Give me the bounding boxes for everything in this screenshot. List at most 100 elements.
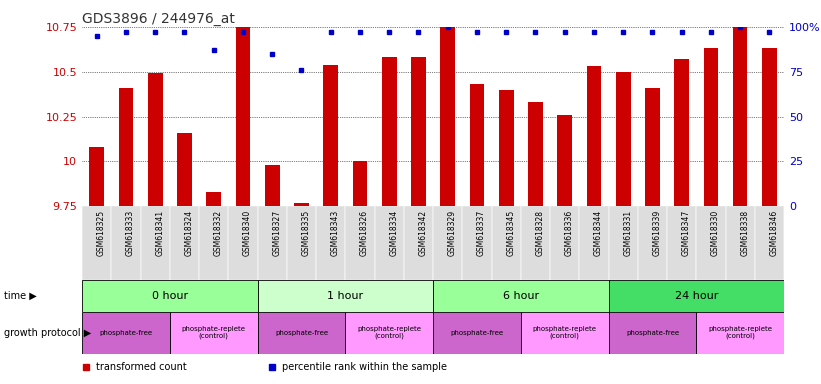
Text: GSM618330: GSM618330 <box>711 210 720 256</box>
Text: GSM618343: GSM618343 <box>331 210 340 256</box>
Bar <box>82 311 170 354</box>
Text: GSM618346: GSM618346 <box>769 210 778 256</box>
Text: GSM618341: GSM618341 <box>155 210 164 256</box>
Bar <box>265 165 279 206</box>
Bar <box>323 65 338 206</box>
Bar <box>645 88 660 206</box>
Bar <box>667 206 696 280</box>
Bar <box>580 206 608 280</box>
Bar <box>119 88 133 206</box>
Bar <box>726 206 754 280</box>
Bar <box>170 206 200 280</box>
Text: phosphate-replete
(control): phosphate-replete (control) <box>357 326 421 339</box>
Text: GSM618325: GSM618325 <box>97 210 106 256</box>
Bar <box>492 206 521 280</box>
Text: GSM618347: GSM618347 <box>681 210 690 256</box>
Text: GSM618345: GSM618345 <box>507 210 516 256</box>
Bar <box>346 206 374 280</box>
Bar <box>228 206 258 280</box>
Text: GSM618339: GSM618339 <box>653 210 662 256</box>
Text: phosphate-replete
(control): phosphate-replete (control) <box>181 326 245 339</box>
Text: 0 hour: 0 hour <box>152 291 188 301</box>
Bar <box>353 161 367 206</box>
Text: growth protocol ▶: growth protocol ▶ <box>4 328 91 338</box>
Bar <box>433 311 521 354</box>
Bar <box>374 206 404 280</box>
Text: GSM618324: GSM618324 <box>185 210 194 256</box>
Text: GSM618327: GSM618327 <box>273 210 282 256</box>
Text: 24 hour: 24 hour <box>675 291 718 301</box>
Bar <box>404 206 433 280</box>
Bar <box>112 206 140 280</box>
Bar <box>200 206 228 280</box>
Text: phosphate-free: phosphate-free <box>99 330 153 336</box>
Bar <box>287 206 316 280</box>
Bar <box>258 280 433 311</box>
Text: GSM618332: GSM618332 <box>213 210 222 256</box>
Bar <box>674 59 689 206</box>
Text: GSM618328: GSM618328 <box>535 210 544 256</box>
Bar <box>206 192 221 206</box>
Bar <box>258 311 346 354</box>
Text: GSM618342: GSM618342 <box>419 210 428 256</box>
Bar <box>170 311 258 354</box>
Text: phosphate-free: phosphate-free <box>451 330 503 336</box>
Bar <box>294 203 309 206</box>
Text: GDS3896 / 244976_at: GDS3896 / 244976_at <box>82 12 235 26</box>
Bar <box>411 57 426 206</box>
Bar <box>616 72 631 206</box>
Text: 6 hour: 6 hour <box>502 291 539 301</box>
Bar <box>754 206 784 280</box>
Bar <box>140 206 170 280</box>
Bar <box>316 206 346 280</box>
Text: GSM618338: GSM618338 <box>741 210 750 256</box>
Bar <box>499 89 513 206</box>
Text: GSM618333: GSM618333 <box>126 210 135 256</box>
Text: GSM618331: GSM618331 <box>623 210 632 256</box>
Text: GSM618334: GSM618334 <box>389 210 398 256</box>
Bar <box>608 206 638 280</box>
Bar <box>638 206 667 280</box>
Text: GSM618344: GSM618344 <box>594 210 603 256</box>
Bar <box>258 206 287 280</box>
Text: phosphate-free: phosphate-free <box>275 330 328 336</box>
Bar <box>346 311 433 354</box>
Text: percentile rank within the sample: percentile rank within the sample <box>282 362 447 372</box>
Bar <box>89 147 104 206</box>
Bar <box>762 48 777 206</box>
Text: phosphate-free: phosphate-free <box>626 330 679 336</box>
Bar <box>148 73 163 206</box>
Bar <box>440 27 455 206</box>
Text: GSM618329: GSM618329 <box>447 210 456 256</box>
Bar <box>521 311 608 354</box>
Text: phosphate-replete
(control): phosphate-replete (control) <box>533 326 597 339</box>
Bar <box>82 206 112 280</box>
Bar <box>587 66 601 206</box>
Bar <box>696 311 784 354</box>
Bar <box>177 132 192 206</box>
Bar <box>733 27 747 206</box>
Text: phosphate-replete
(control): phosphate-replete (control) <box>709 326 773 339</box>
Text: 1 hour: 1 hour <box>328 291 364 301</box>
Bar <box>82 280 258 311</box>
Bar <box>528 102 543 206</box>
Bar <box>550 206 580 280</box>
Text: GSM618340: GSM618340 <box>243 210 252 256</box>
Bar <box>704 48 718 206</box>
Text: GSM618336: GSM618336 <box>565 210 574 256</box>
Text: GSM618326: GSM618326 <box>360 210 369 256</box>
Bar <box>696 206 726 280</box>
Bar <box>433 206 462 280</box>
Bar <box>236 27 250 206</box>
Bar <box>608 280 784 311</box>
Bar <box>470 84 484 206</box>
Text: GSM618335: GSM618335 <box>301 210 310 256</box>
Text: transformed count: transformed count <box>96 362 187 372</box>
Bar <box>382 57 397 206</box>
Bar <box>557 115 572 206</box>
Bar <box>608 311 696 354</box>
Bar <box>521 206 550 280</box>
Bar <box>462 206 492 280</box>
Text: time ▶: time ▶ <box>4 291 37 301</box>
Text: GSM618337: GSM618337 <box>477 210 486 256</box>
